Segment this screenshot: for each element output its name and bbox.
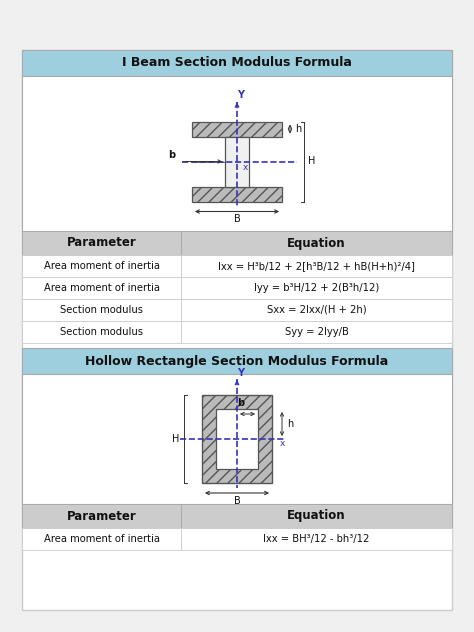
Text: Hollow Rectangle Section Modulus Formula: Hollow Rectangle Section Modulus Formula xyxy=(85,355,389,367)
Bar xyxy=(181,299,452,321)
Bar xyxy=(181,504,452,528)
Text: Y: Y xyxy=(237,90,245,100)
Text: Y: Y xyxy=(237,368,245,378)
Text: Iyy = b³H/12 + 2(B³h/12): Iyy = b³H/12 + 2(B³h/12) xyxy=(254,283,379,293)
Bar xyxy=(22,50,452,610)
Text: Ixx = H³b/12 + 2[h³B/12 + hB(H+h)²/4]: Ixx = H³b/12 + 2[h³B/12 + hB(H+h)²/4] xyxy=(218,261,415,271)
Bar xyxy=(181,528,452,550)
Bar xyxy=(202,395,272,483)
Text: B: B xyxy=(234,214,240,224)
Bar xyxy=(22,504,181,528)
Bar xyxy=(22,50,452,76)
Bar xyxy=(22,374,452,504)
Text: Equation: Equation xyxy=(287,509,346,523)
Text: Section modulus: Section modulus xyxy=(60,327,143,337)
Text: H: H xyxy=(308,157,316,166)
Text: Section modulus: Section modulus xyxy=(60,305,143,315)
Bar xyxy=(181,277,452,299)
Text: Equation: Equation xyxy=(287,236,346,250)
Text: h: h xyxy=(295,124,301,134)
Bar xyxy=(181,255,452,277)
Text: Parameter: Parameter xyxy=(67,509,137,523)
Text: Parameter: Parameter xyxy=(67,236,137,250)
Text: Area moment of inertia: Area moment of inertia xyxy=(44,283,160,293)
Text: Syy = 2Iyy/B: Syy = 2Iyy/B xyxy=(284,327,348,337)
Text: B: B xyxy=(234,496,240,506)
Text: H: H xyxy=(173,434,180,444)
Bar xyxy=(22,321,181,343)
Bar xyxy=(22,255,181,277)
Bar xyxy=(192,186,282,202)
Bar xyxy=(216,409,258,469)
Bar xyxy=(225,137,249,186)
Bar xyxy=(181,321,452,343)
Text: Area moment of inertia: Area moment of inertia xyxy=(44,261,160,271)
Bar xyxy=(22,299,181,321)
Text: x: x xyxy=(279,439,285,449)
Bar xyxy=(22,76,452,231)
Text: h: h xyxy=(287,419,293,429)
Bar xyxy=(22,528,181,550)
Text: I Beam Section Modulus Formula: I Beam Section Modulus Formula xyxy=(122,56,352,70)
Text: x: x xyxy=(242,163,248,172)
Bar xyxy=(22,231,181,255)
Text: Area moment of inertia: Area moment of inertia xyxy=(44,534,160,544)
Text: Ixx = BH³/12 - bh³/12: Ixx = BH³/12 - bh³/12 xyxy=(264,534,370,544)
Bar xyxy=(192,121,282,137)
Bar xyxy=(181,231,452,255)
Text: Sxx = 2Ixx/(H + 2h): Sxx = 2Ixx/(H + 2h) xyxy=(267,305,366,315)
Bar xyxy=(22,277,181,299)
Text: b: b xyxy=(237,398,245,408)
Text: b: b xyxy=(168,150,175,161)
Bar xyxy=(22,348,452,374)
